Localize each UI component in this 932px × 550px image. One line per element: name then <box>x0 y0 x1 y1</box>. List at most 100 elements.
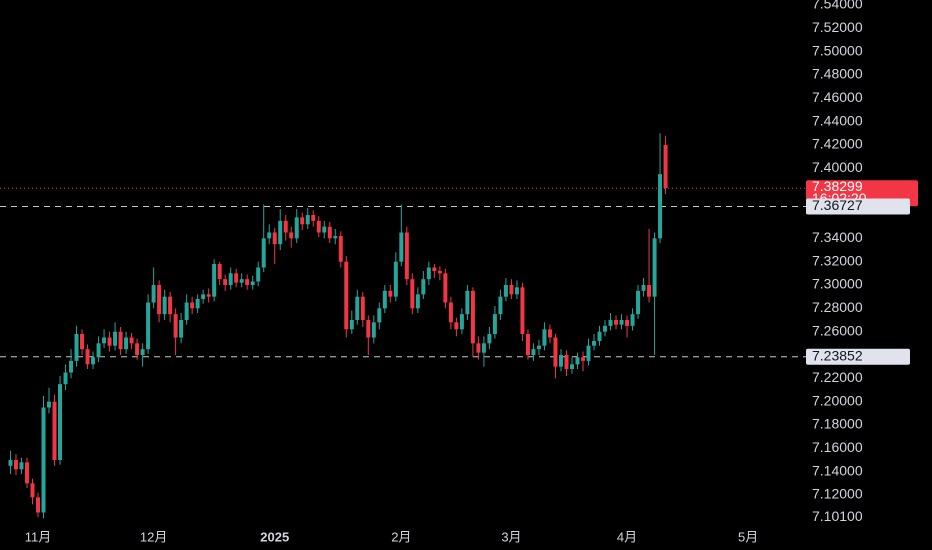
candle-body <box>135 343 140 356</box>
candle-body <box>492 314 497 335</box>
candle-body <box>641 285 646 291</box>
candle-body <box>8 460 13 466</box>
candle-body <box>614 320 619 325</box>
price-line-tag <box>806 198 910 215</box>
candle-body <box>190 302 195 309</box>
candle-body <box>432 267 437 272</box>
candle-body <box>239 279 244 283</box>
candle-body <box>448 302 453 323</box>
candle-body <box>217 264 222 280</box>
candle-body <box>481 343 486 353</box>
candle-body <box>85 349 90 365</box>
x-tick-label: 5月 <box>738 529 758 544</box>
candle-body <box>80 334 85 350</box>
y-tick-label: 7.18000 <box>812 416 863 432</box>
y-tick-label: 7.42000 <box>812 136 863 152</box>
candle-body <box>327 226 332 239</box>
candle-body <box>129 337 134 344</box>
candle-body <box>536 345 541 350</box>
candle-body <box>625 320 630 326</box>
candle-body <box>652 238 657 297</box>
candle-body <box>404 232 409 280</box>
candle-body <box>146 302 151 350</box>
y-tick-label: 7.14000 <box>812 462 863 478</box>
y-tick-label: 7.52000 <box>812 19 863 35</box>
candle-body <box>630 314 635 326</box>
candle-body <box>41 407 46 513</box>
x-tick-label: 2月 <box>391 529 411 544</box>
candle-body <box>415 294 420 309</box>
candle-body <box>283 220 288 233</box>
candle-body <box>118 331 123 350</box>
candle-body <box>333 236 338 239</box>
y-tick-label: 7.34000 <box>812 229 863 245</box>
candle-body <box>184 302 189 321</box>
candle-body <box>256 267 261 282</box>
candle-body <box>382 290 387 309</box>
candle-body <box>272 232 277 245</box>
candle-body <box>234 273 239 283</box>
candle-body <box>393 261 398 297</box>
candle-body <box>311 215 316 221</box>
candle-body <box>322 226 327 233</box>
candle-body <box>261 238 266 268</box>
y-tick-label: 7.10100 <box>812 508 863 524</box>
x-tick-label: 3月 <box>501 529 521 544</box>
candle-body <box>102 337 107 344</box>
candle-body <box>19 462 24 470</box>
candle-body <box>267 232 272 239</box>
candle-body <box>509 285 514 295</box>
candle-body <box>553 337 558 367</box>
candle-body <box>470 290 475 344</box>
candle-body <box>124 337 129 350</box>
x-tick-label: 12月 <box>140 529 167 544</box>
y-tick-label: 7.26000 <box>812 322 863 338</box>
y-tick-label: 7.32000 <box>812 252 863 268</box>
candle-body <box>619 320 624 325</box>
candle-body <box>476 343 481 353</box>
x-tick-label: 11月 <box>25 529 52 544</box>
candle-body <box>63 372 68 385</box>
candle-body <box>13 460 18 470</box>
candle-body <box>454 322 459 330</box>
candle-body <box>547 329 552 338</box>
y-tick-label: 7.28000 <box>812 299 863 315</box>
candle-body <box>179 320 184 338</box>
candle-body <box>443 273 448 303</box>
candle-body <box>113 331 118 346</box>
candle-body <box>487 334 492 344</box>
candle-body <box>74 334 79 361</box>
candle-body <box>107 337 112 346</box>
candle-body <box>410 279 415 309</box>
y-tick-label: 7.54000 <box>812 0 863 12</box>
candle-body <box>658 174 663 239</box>
candle-body <box>91 357 96 365</box>
y-tick-label: 7.12000 <box>812 486 863 502</box>
candle-body <box>173 314 178 338</box>
candle-body <box>151 285 156 303</box>
candle-body <box>465 290 470 315</box>
candle-body <box>30 483 35 498</box>
candle-body <box>647 285 652 297</box>
last-price-label: 7.38299 <box>812 178 863 194</box>
candle-body <box>426 267 431 280</box>
candle-body <box>300 217 305 225</box>
candle-body <box>245 279 250 286</box>
candle-body <box>223 279 228 286</box>
x-tick-label: 4月 <box>617 529 637 544</box>
candle-body <box>96 343 101 358</box>
candle-body <box>437 271 442 274</box>
price-line-label: 7.23852 <box>812 347 863 363</box>
candle-body <box>531 349 536 356</box>
candle-body <box>201 294 206 300</box>
candle-body <box>162 296 167 315</box>
candle-body <box>212 264 217 297</box>
candle-body <box>663 145 668 189</box>
candle-body <box>421 279 426 295</box>
y-tick-label: 7.46000 <box>812 89 863 105</box>
candle-body <box>47 401 52 408</box>
candle-body <box>498 296 503 315</box>
candle-body <box>503 285 508 297</box>
candle-body <box>338 236 343 262</box>
